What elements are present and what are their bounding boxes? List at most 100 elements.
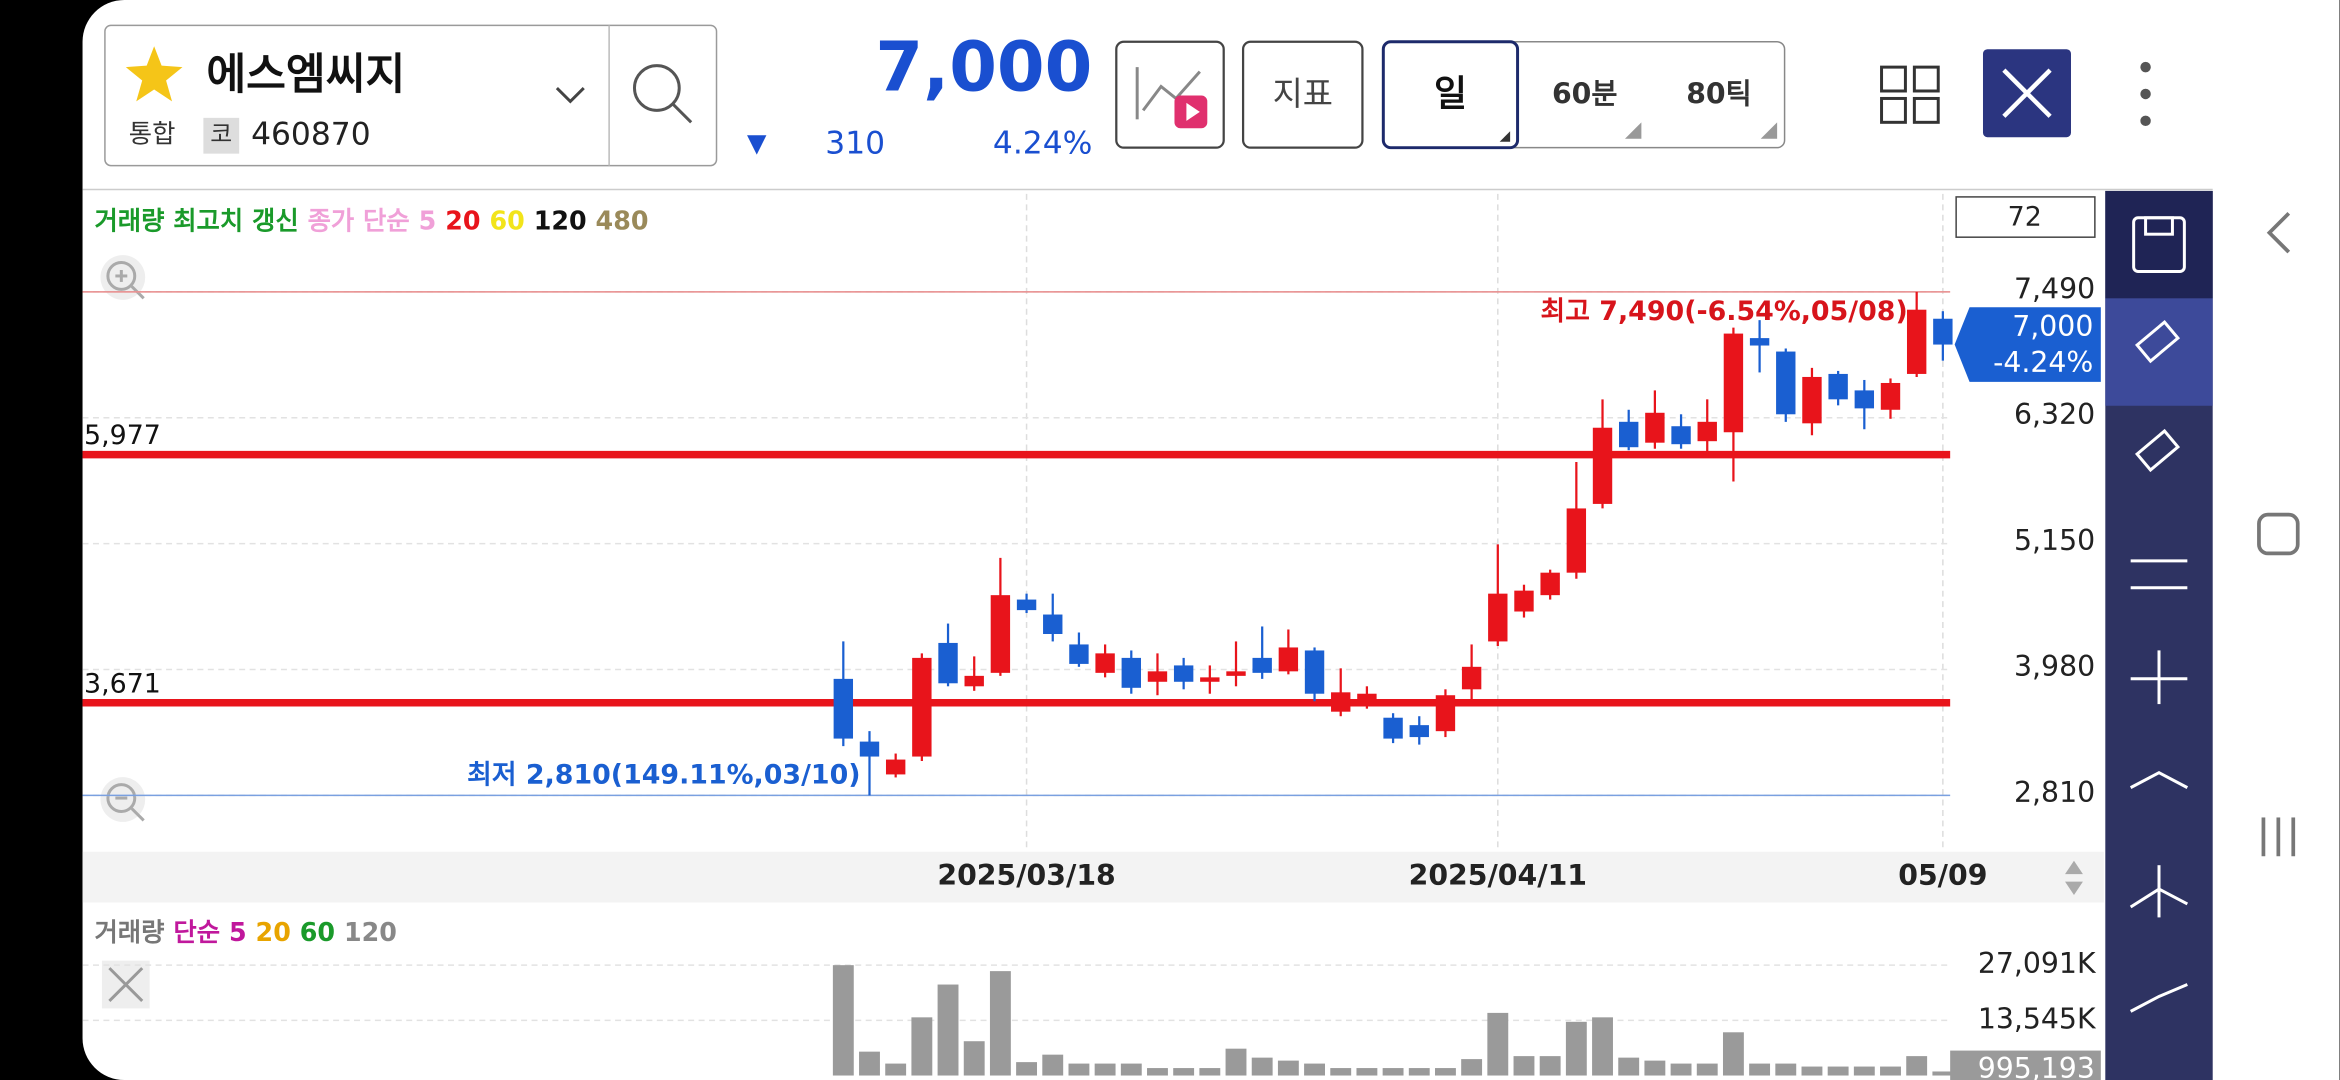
toolbar-icons [2129, 216, 2189, 1013]
legend-item: 단순 [173, 917, 220, 947]
current-price-tag [1954, 307, 2101, 382]
volume-bar [1827, 1066, 1849, 1076]
zoom-in[interactable] [100, 255, 146, 300]
nav-recent[interactable] [2261, 817, 2296, 857]
volume-bar [1277, 1060, 1299, 1076]
date-bar [82, 851, 2104, 903]
legend-item: 5 [419, 205, 437, 235]
close-volume[interactable] [101, 960, 150, 1009]
candle-body [912, 657, 932, 757]
volume-bar [1382, 1068, 1404, 1076]
volume-bar [1722, 1032, 1744, 1076]
volume-bar [1016, 1062, 1038, 1076]
market: 통합 [129, 119, 176, 149]
volume-bar [1251, 1057, 1273, 1076]
y-tick-label: 27,091K [1978, 947, 2097, 980]
y-tick-label: 5,150 [2014, 524, 2095, 557]
candle-body [859, 741, 880, 757]
y-tick-label: 3,980 [2014, 650, 2095, 683]
candle-body [1409, 725, 1429, 738]
volume-bar [1853, 1066, 1875, 1076]
candle-body [1723, 333, 1744, 433]
volume-bar [1408, 1068, 1430, 1076]
zoom-out[interactable] [100, 777, 146, 822]
period-80tick[interactable]: 80틱 [1686, 77, 1751, 110]
y-tick-label: 2,810 [2014, 776, 2095, 809]
y-tick-label: 7,490 [2014, 272, 2095, 305]
legend-item: 120 [344, 917, 397, 947]
count-box [1955, 196, 2096, 238]
change-arrow: ▼ [747, 128, 767, 158]
volume-bar [1120, 1063, 1142, 1076]
volume-bar [1147, 1068, 1168, 1076]
nav-home[interactable] [2257, 512, 2300, 556]
volume-bar [1094, 1063, 1116, 1076]
period-60min[interactable]: 60분 [1552, 77, 1617, 110]
candle-body [1592, 427, 1613, 504]
candle-body [1671, 426, 1691, 445]
layout-button[interactable] [1880, 65, 1940, 124]
legend-item: 거래량 [94, 917, 164, 947]
dropdown[interactable] [555, 86, 585, 104]
legend-item: 거래량 최고치 갱신 [94, 205, 298, 235]
volume-bar [1435, 1068, 1456, 1076]
volume-bar [1880, 1066, 1901, 1076]
volume-bar [1173, 1068, 1195, 1076]
volume-bar [937, 984, 959, 1076]
high-label: 최고 7,490(-6.54%,05/08) [1541, 296, 1908, 327]
volume-bar [1042, 1054, 1064, 1076]
volume-bar [1670, 1063, 1692, 1076]
candle-body [1697, 421, 1717, 442]
indicator-label: 지표 [1273, 75, 1333, 113]
volume-bar [1199, 1068, 1221, 1076]
candle-body [1854, 390, 1875, 409]
volume-bar [1487, 1012, 1509, 1076]
volume-bar [1539, 1056, 1561, 1076]
candle-body [1540, 572, 1560, 596]
volume-bar [1068, 1063, 1090, 1076]
tools-button[interactable] [1982, 49, 2071, 138]
volume-bar [1696, 1063, 1718, 1076]
visible-count: 72 [2008, 201, 2042, 232]
candle-body [1304, 650, 1325, 694]
corner-mark [1760, 122, 1778, 139]
candle-body [1749, 338, 1770, 346]
legend-item: 480 [596, 205, 649, 235]
candle-body [885, 759, 906, 775]
nav-back[interactable] [2266, 211, 2291, 254]
legend-item: 20 [445, 205, 480, 235]
x-tick-label: 2025/04/11 [1409, 859, 1587, 892]
x-tick-label: 05/09 [1898, 859, 1987, 892]
change: 310 [825, 126, 885, 162]
low-label: 최저 2,810(149.11%,03/10) [467, 760, 860, 791]
candle-body [1016, 599, 1037, 611]
horizontal-line-label: 5,977 [84, 420, 161, 451]
volume-bar [1618, 1057, 1640, 1076]
period-day-button[interactable] [1381, 40, 1520, 150]
legend-item: 20 [256, 917, 291, 947]
scroll-down[interactable] [2065, 881, 2083, 896]
y-tick-label: 13,545K [1978, 1002, 2097, 1035]
chart-video-button[interactable] [1115, 40, 1225, 149]
current-change: -4.24% [1993, 346, 2093, 379]
current-volume: 995,193 [1978, 1052, 2095, 1080]
volume-bar [989, 971, 1011, 1076]
candle-body [1461, 666, 1482, 690]
favorite-star[interactable] [125, 46, 183, 102]
more-button[interactable] [2140, 61, 2151, 127]
candle-body [990, 595, 1011, 673]
candle-body [1095, 653, 1115, 673]
save-tool[interactable] [2105, 190, 2213, 299]
scroll-up[interactable] [2065, 860, 2083, 875]
search-box[interactable] [104, 24, 718, 167]
search-button[interactable] [632, 64, 693, 124]
candle-body [1252, 657, 1272, 673]
code-label: 코 [210, 120, 232, 148]
indicator-button[interactable] [1241, 40, 1364, 149]
candle-body [1488, 593, 1508, 642]
candle-body [1121, 657, 1141, 688]
legend-item: 종가 단순 [308, 205, 410, 235]
candle-body [1933, 318, 1953, 345]
period-day: 일 [1434, 73, 1467, 114]
